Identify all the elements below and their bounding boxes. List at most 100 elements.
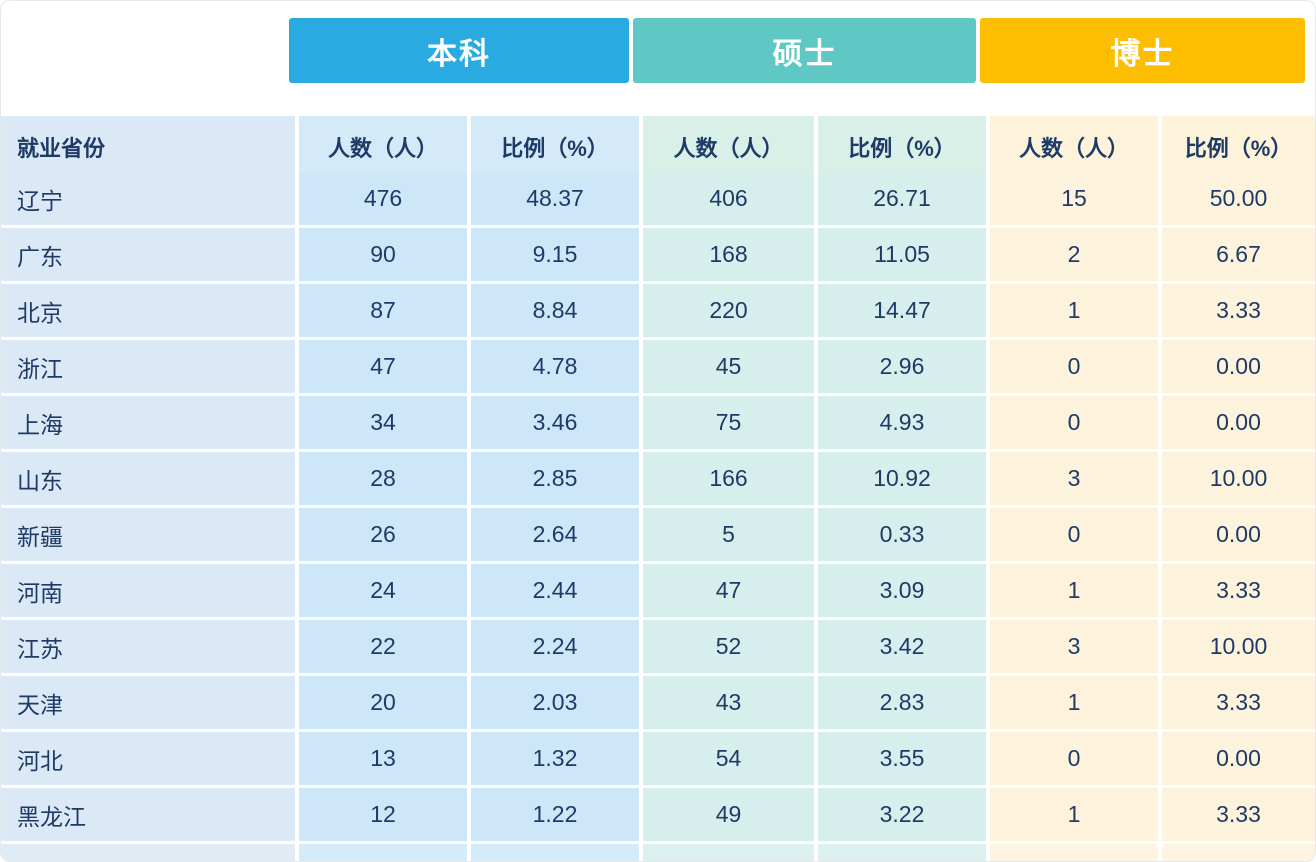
master-count: 168 <box>643 228 814 281</box>
doctor-ratio: 3.33 <box>1162 284 1315 337</box>
doctor-count: 2 <box>990 228 1158 281</box>
doctor-ratio: 3.33 <box>1162 564 1315 617</box>
bachelor-ratio: 2.85 <box>471 452 639 505</box>
master-count: 54 <box>643 732 814 785</box>
bachelor-count: 24 <box>299 564 467 617</box>
master-count: 406 <box>643 172 814 225</box>
bachelor-ratio: 4.78 <box>471 340 639 393</box>
doctor-count: 0 <box>990 508 1158 561</box>
bachelor-count: 26 <box>299 508 467 561</box>
master-count: 166 <box>643 452 814 505</box>
doctor-ratio: 6.67 <box>1162 228 1315 281</box>
column-header-bachelor-count: 人数（人） <box>299 116 467 178</box>
province-name: 黑龙江 <box>1 788 295 841</box>
doctor-count: 0 <box>990 340 1158 393</box>
province-name: 天津 <box>1 676 295 729</box>
doctor-ratio: 3.33 <box>1162 676 1315 729</box>
bachelor-ratio: 2.24 <box>471 620 639 673</box>
bachelor-count: 47 <box>299 340 467 393</box>
bachelor-ratio: 1.32 <box>471 732 639 785</box>
province-name: 山东 <box>1 452 295 505</box>
master-ratio: 14.47 <box>818 284 986 337</box>
bachelor-ratio: 2.44 <box>471 564 639 617</box>
master-ratio: 3.22 <box>818 788 986 841</box>
province-name: 上海 <box>1 396 295 449</box>
category-header-bachelor: 本科 <box>289 18 629 83</box>
master-count: 5 <box>643 508 814 561</box>
bachelor-ratio: 9.15 <box>471 228 639 281</box>
master-count: 52 <box>643 620 814 673</box>
doctor-count: 1 <box>990 788 1158 841</box>
bachelor-ratio: 2.03 <box>471 676 639 729</box>
doctor-ratio: 3.33 <box>1162 788 1315 841</box>
province-name: 江苏 <box>1 620 295 673</box>
doctor-count: 15 <box>990 172 1158 225</box>
doctor-count: 3 <box>990 620 1158 673</box>
bachelor-count: 90 <box>299 228 467 281</box>
master-count: 43 <box>643 676 814 729</box>
partial-row-cell <box>1 844 295 861</box>
master-ratio: 2.96 <box>818 340 986 393</box>
province-name: 河南 <box>1 564 295 617</box>
doctor-ratio: 0.00 <box>1162 508 1315 561</box>
data-table: 就业省份 人数（人） 比例（%） 人数（人） 比例（%） 人数（人） 比例（%）… <box>1 116 1315 861</box>
master-ratio: 0.33 <box>818 508 986 561</box>
master-count: 47 <box>643 564 814 617</box>
doctor-ratio: 0.00 <box>1162 340 1315 393</box>
bachelor-ratio: 48.37 <box>471 172 639 225</box>
doctor-count: 0 <box>990 396 1158 449</box>
doctor-ratio: 10.00 <box>1162 620 1315 673</box>
bachelor-count: 87 <box>299 284 467 337</box>
province-name: 浙江 <box>1 340 295 393</box>
bachelor-count: 34 <box>299 396 467 449</box>
bachelor-count: 22 <box>299 620 467 673</box>
bachelor-count: 12 <box>299 788 467 841</box>
bachelor-ratio: 3.46 <box>471 396 639 449</box>
master-ratio: 10.92 <box>818 452 986 505</box>
master-ratio: 3.42 <box>818 620 986 673</box>
doctor-count: 1 <box>990 284 1158 337</box>
master-ratio: 2.83 <box>818 676 986 729</box>
doctor-count: 1 <box>990 564 1158 617</box>
province-name: 新疆 <box>1 508 295 561</box>
province-name: 辽宁 <box>1 172 295 225</box>
partial-row-cell <box>818 844 986 861</box>
bachelor-count: 20 <box>299 676 467 729</box>
partial-row-cell <box>299 844 467 861</box>
bachelor-ratio: 1.22 <box>471 788 639 841</box>
column-header-doctor-ratio: 比例（%） <box>1162 116 1315 178</box>
doctor-ratio: 50.00 <box>1162 172 1315 225</box>
bachelor-ratio: 2.64 <box>471 508 639 561</box>
master-count: 49 <box>643 788 814 841</box>
partial-row-cell <box>471 844 639 861</box>
category-header-master: 硕士 <box>633 18 976 83</box>
doctor-count: 3 <box>990 452 1158 505</box>
partial-row-cell <box>1162 844 1315 861</box>
doctor-ratio: 0.00 <box>1162 732 1315 785</box>
degree-category-bar-row: 本科 硕士 博士 <box>1 18 1315 83</box>
column-header-doctor-count: 人数（人） <box>990 116 1158 178</box>
province-name: 北京 <box>1 284 295 337</box>
column-header-master-ratio: 比例（%） <box>818 116 986 178</box>
master-ratio: 3.55 <box>818 732 986 785</box>
partial-row-cell <box>643 844 814 861</box>
doctor-count: 1 <box>990 676 1158 729</box>
bachelor-count: 13 <box>299 732 467 785</box>
province-name: 河北 <box>1 732 295 785</box>
bachelor-ratio: 8.84 <box>471 284 639 337</box>
master-count: 45 <box>643 340 814 393</box>
province-name: 广东 <box>1 228 295 281</box>
bachelor-count: 476 <box>299 172 467 225</box>
doctor-ratio: 0.00 <box>1162 396 1315 449</box>
master-ratio: 4.93 <box>818 396 986 449</box>
column-header-master-count: 人数（人） <box>643 116 814 178</box>
partial-row-cell <box>990 844 1158 861</box>
master-ratio: 26.71 <box>818 172 986 225</box>
bachelor-count: 28 <box>299 452 467 505</box>
master-ratio: 11.05 <box>818 228 986 281</box>
column-header-bachelor-ratio: 比例（%） <box>471 116 639 178</box>
master-count: 75 <box>643 396 814 449</box>
master-ratio: 3.09 <box>818 564 986 617</box>
doctor-ratio: 10.00 <box>1162 452 1315 505</box>
